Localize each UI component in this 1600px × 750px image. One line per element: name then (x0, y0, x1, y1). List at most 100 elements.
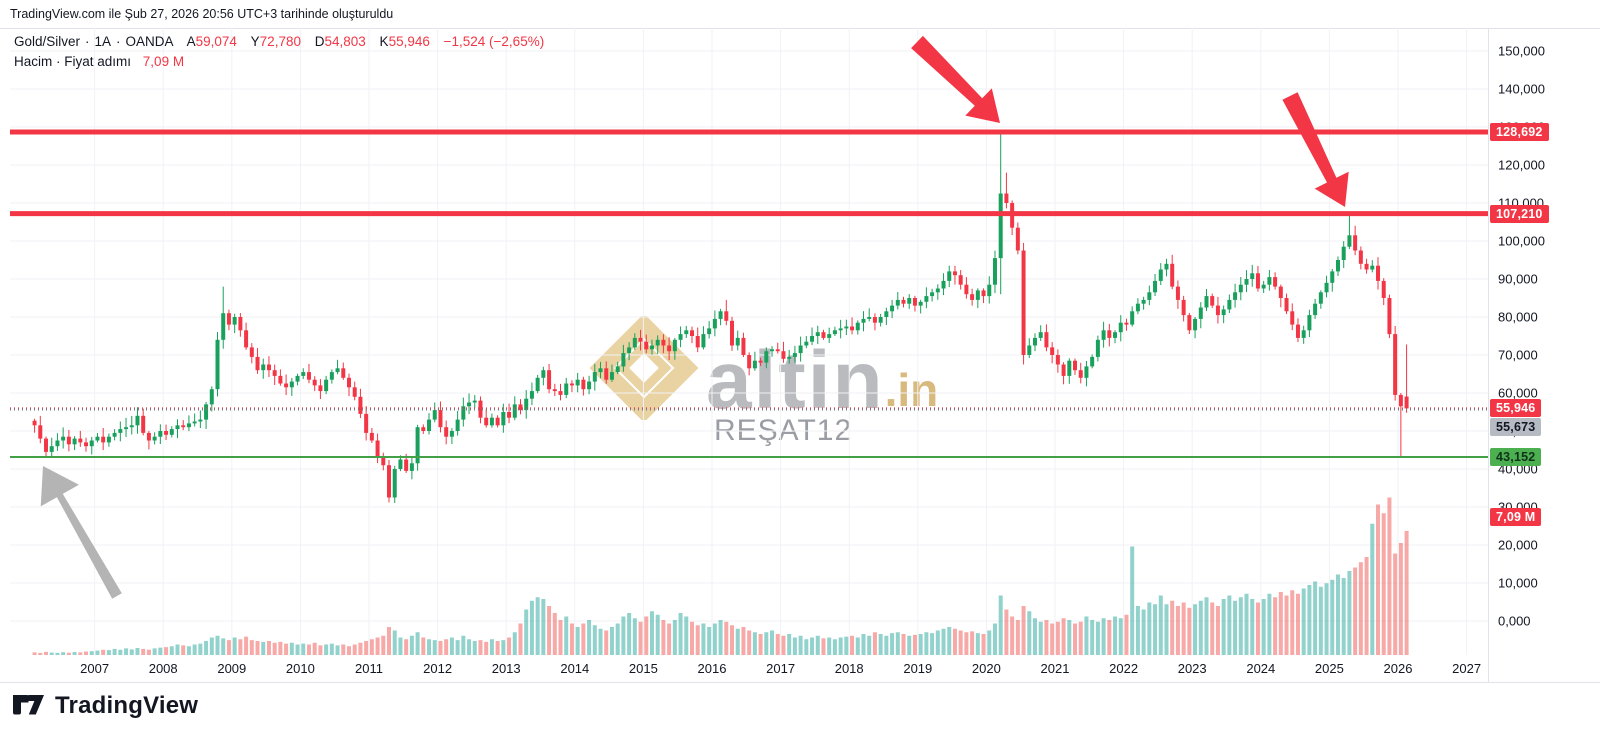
volume-bar (850, 635, 855, 655)
volume-bar (226, 640, 231, 655)
volume-bar (364, 641, 369, 655)
arrow-2006-low[interactable] (40, 466, 122, 599)
candle (432, 410, 437, 420)
price-levels[interactable] (10, 129, 1488, 459)
price-axis[interactable]: 150,000140,000130,000120,000110,000100,0… (1488, 0, 1600, 750)
volume-bar (598, 628, 603, 655)
volume-bar (947, 627, 952, 655)
candle (1221, 309, 1226, 316)
candle (1101, 330, 1106, 340)
volume-bar (1313, 581, 1318, 655)
annotation-arrows[interactable] (40, 35, 1349, 599)
candle (1233, 292, 1238, 300)
volume-bar (186, 646, 191, 655)
volume-bar (718, 620, 723, 655)
volume-bar (1404, 530, 1409, 655)
volume-bar (175, 644, 180, 655)
close-value: K55,946 (379, 34, 430, 49)
candle (55, 440, 60, 447)
volume-bar (1393, 553, 1398, 655)
candle (758, 360, 763, 363)
candle (455, 419, 460, 431)
volume-bar (689, 621, 694, 655)
volume-bar (815, 635, 820, 655)
candle (678, 334, 683, 340)
volume-bar (158, 647, 163, 655)
volume-bar (1038, 621, 1043, 655)
candle (204, 404, 209, 420)
candle (501, 412, 506, 426)
volume-bar (1135, 606, 1140, 655)
candle (1164, 263, 1169, 270)
arrow-2020-peak[interactable] (911, 35, 1000, 123)
volume-bar (215, 635, 220, 655)
volume-bar (1147, 602, 1152, 655)
volume-bar (912, 634, 917, 655)
volume-bar (1010, 616, 1015, 655)
price-tick-150,000: 150,000 (1498, 43, 1545, 59)
price-badge-resistance-upper: 128,692 (1490, 122, 1549, 141)
candle (672, 339, 677, 352)
candle (335, 368, 340, 373)
volume-bar (529, 600, 534, 655)
volume-bar (655, 614, 660, 655)
candle (1255, 273, 1260, 289)
volume-bar (941, 628, 946, 655)
candle (958, 275, 963, 285)
high-value: Y72,780 (250, 34, 301, 49)
volume-bar (1278, 592, 1283, 655)
volume-bar (861, 634, 866, 655)
volume-bar (895, 632, 900, 655)
volume-bar (661, 620, 666, 655)
candle (1175, 286, 1180, 300)
arrow-2025-peak[interactable] (1282, 92, 1349, 207)
candle (295, 375, 300, 382)
price-tick-100,000: 100,000 (1498, 233, 1545, 249)
volume-bar (192, 644, 197, 655)
volume-bar (918, 634, 923, 655)
volume-bar (810, 637, 815, 655)
volume-bar (392, 630, 397, 655)
volume-bar (312, 642, 317, 655)
tradingview-branding[interactable]: TradingView (12, 692, 198, 720)
volume-bar (106, 650, 111, 655)
candle (1238, 284, 1243, 293)
chart-top-border (0, 28, 1600, 29)
candle (318, 385, 323, 392)
candle (1038, 332, 1043, 338)
candle (695, 336, 700, 348)
candle (1153, 280, 1158, 293)
volume-bar (781, 635, 786, 655)
candle (124, 427, 129, 430)
open-value: A59,074 (186, 34, 237, 49)
volume-bar (146, 649, 151, 655)
candle (1198, 307, 1203, 319)
volume-bar (1375, 504, 1380, 655)
candle (689, 330, 694, 336)
candle (409, 463, 414, 471)
candle (741, 337, 746, 355)
volume-bar (415, 632, 420, 655)
volume-bar (975, 633, 980, 655)
volume-bar (935, 630, 940, 655)
volume-bar (1353, 567, 1358, 655)
volume-bar (884, 635, 889, 655)
volume-bar (1067, 620, 1072, 655)
volume-bar (289, 642, 294, 655)
candle (552, 389, 557, 392)
candle (855, 322, 860, 331)
volume-bar (1153, 604, 1158, 655)
volume-bar (827, 637, 832, 655)
candle (289, 381, 294, 388)
candle (1393, 334, 1398, 395)
candle (821, 332, 826, 338)
candle (1318, 292, 1323, 304)
candle (169, 429, 174, 435)
volume-bar (1073, 623, 1078, 655)
candle (1141, 299, 1146, 304)
volume-bar (238, 639, 243, 655)
candle (95, 436, 100, 441)
candle (912, 298, 917, 306)
